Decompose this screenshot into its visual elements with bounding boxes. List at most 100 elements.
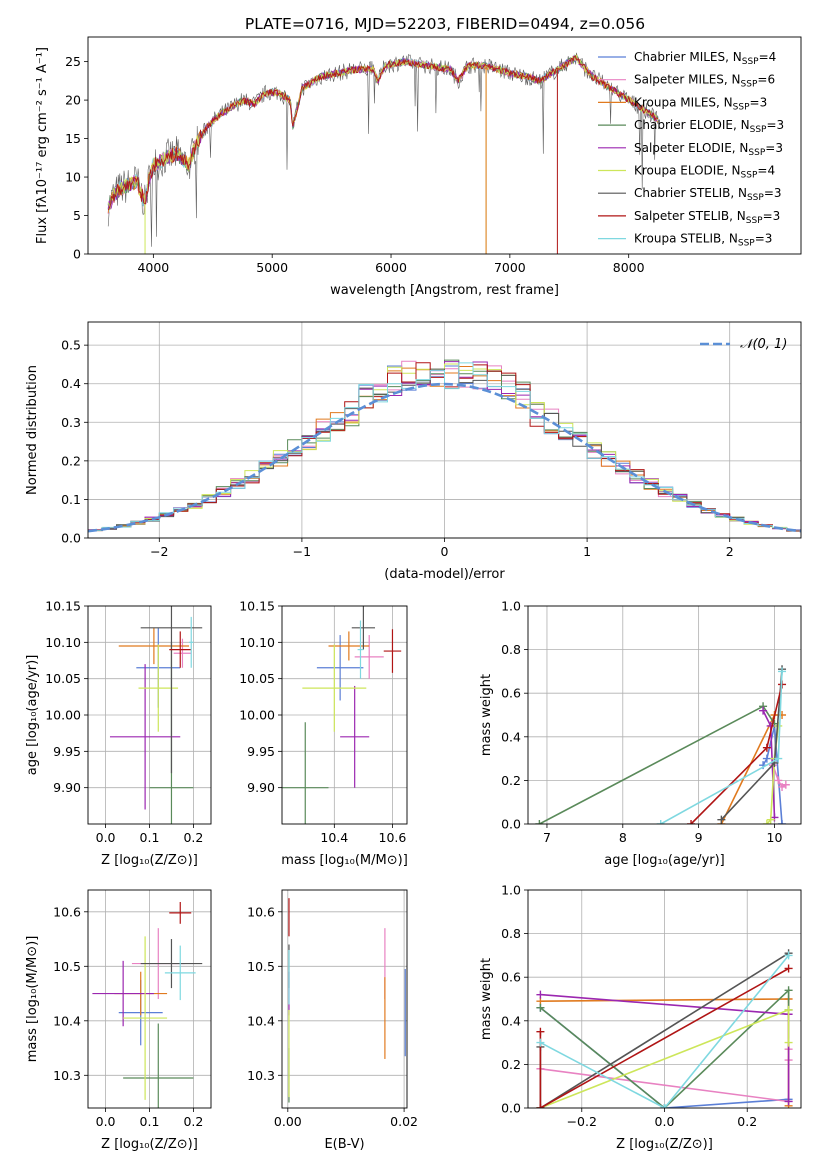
x-tick-label: 0.0 bbox=[96, 1114, 116, 1129]
mass-vs-metallicity-panel: 0.0 0.1 0.2 10.3 10.4 10.5 10.6 Z [log₁₀(Z/Z⊙)]… bbox=[25, 889, 212, 1152]
legend-label-chabrier-stelib: Chabrier STELIB, NSSP=3 bbox=[634, 186, 782, 203]
y-tick-label: 0.2 bbox=[501, 1057, 521, 1072]
age-vs-mass-panel: 10.4 10.6 9.90 9.95 10.00 10.05 10.10 10.15 mass… bbox=[239, 599, 408, 869]
y-tick-label: 10.10 bbox=[239, 635, 275, 650]
x-tick-label: 7 bbox=[543, 830, 551, 845]
legend-label-count: =6 bbox=[757, 73, 775, 87]
weight-marker-kroupa-stelib bbox=[774, 754, 783, 763]
weight-line-chabrier-elodie bbox=[539, 988, 790, 1108]
axes-frame: −0.2 0.0 0.2 0.0 0.2 0.4 0.6 0.8 1.0 Z [log₁₀(Z/Z… bbox=[479, 883, 802, 1152]
legend-label-kroupa-miles: Kroupa MILES, NSSP=3 bbox=[634, 95, 767, 112]
y-tick-label: 10.15 bbox=[45, 599, 81, 614]
y-tick-label: 0 bbox=[73, 247, 81, 262]
y-axis-label: age [log₁₀(age/yr)] bbox=[25, 655, 40, 776]
y-tick-label: 0.2 bbox=[501, 773, 521, 788]
axes-border bbox=[527, 889, 802, 1109]
y-tick-label: 0.4 bbox=[501, 1013, 521, 1028]
legend-label-salpeter-miles: Salpeter MILES, NSSP=6 bbox=[634, 73, 775, 90]
legend-label-sub: SSP bbox=[742, 57, 759, 67]
spectrum-line-kroupa-stelib bbox=[107, 54, 659, 213]
x-axis-label: Z [log₁₀(Z/Z⊙)] bbox=[616, 1137, 713, 1152]
y-tick-label: 0.3 bbox=[61, 415, 81, 430]
weight-marker-kroupa-stelib bbox=[656, 820, 665, 824]
legend-label-count: =3 bbox=[766, 118, 784, 132]
y-tick-label: 0.0 bbox=[61, 531, 81, 546]
age-vs-metallicity-panel: 0.0 0.1 0.2 9.90 9.95 10.00 10.05 10.10 10.15 Z [… bbox=[25, 599, 212, 868]
weight-line-salpeter-miles bbox=[772, 764, 787, 788]
x-tick-label: 10.6 bbox=[379, 830, 407, 845]
y-axis-label: Flux [fλ10⁻¹⁷ erg cm⁻² s⁻¹ A⁻¹] bbox=[35, 47, 50, 244]
y-tick-label: 9.95 bbox=[247, 744, 275, 759]
figure-title: PLATE=0716, MJD=52203, FIBERID=0494, z=0… bbox=[245, 15, 645, 33]
y-tick-label: 10.15 bbox=[239, 599, 275, 614]
axes-border bbox=[527, 605, 802, 825]
y-axis-label: mass [log₁₀(M/M⊙)] bbox=[25, 936, 40, 1063]
y-tick-label: 5 bbox=[73, 208, 81, 223]
legend-label-text: Kroupa STELIB, N bbox=[634, 232, 738, 246]
axes-frame: 0.0 0.1 0.2 10.3 10.4 10.5 10.6 Z [log₁₀(Z/Z⊙)]… bbox=[25, 889, 212, 1152]
legend-label-text: Salpeter STELIB, N bbox=[634, 209, 746, 223]
weight-marker-chabrier-miles bbox=[778, 820, 787, 824]
weight-marker-chabrier-miles bbox=[762, 754, 771, 763]
plot-area bbox=[92, 901, 203, 1108]
weight-marker-salpeter-miles bbox=[774, 776, 783, 785]
axes-border bbox=[87, 36, 802, 255]
plot-area bbox=[109, 606, 203, 824]
x-tick-label: 10.4 bbox=[320, 830, 348, 845]
weight-marker-kroupa-stelib bbox=[784, 951, 793, 960]
spectrum-line-kroupa-miles bbox=[107, 54, 659, 213]
y-tick-label: 25 bbox=[65, 54, 81, 69]
y-tick-label: 0.1 bbox=[61, 492, 81, 507]
weight-vs-metallicity-panel: −0.2 0.0 0.2 0.0 0.2 0.4 0.6 0.8 1.0 Z [log₁₀(Z/Z… bbox=[479, 883, 802, 1152]
weight-line-chabrier-elodie bbox=[539, 705, 776, 824]
x-tick-label: −1 bbox=[293, 544, 311, 559]
x-tick-label: 8 bbox=[619, 830, 627, 845]
y-tick-label: 10.3 bbox=[53, 1068, 81, 1083]
x-axis-label: age [log₁₀(age/yr)] bbox=[604, 853, 725, 868]
axes-border bbox=[281, 889, 408, 1109]
legend-label-count: =3 bbox=[765, 141, 783, 155]
spectrum-line-salpeter-miles bbox=[107, 55, 659, 215]
y-tick-label: 10.00 bbox=[239, 708, 275, 723]
x-axis-label: (data-model)/error bbox=[384, 567, 505, 582]
weight-marker-salpeter-elodie bbox=[784, 1097, 793, 1106]
y-tick-label: 10.6 bbox=[53, 904, 81, 919]
spectrum-panel: 4000 5000 6000 7000 8000 0 5 10 15 20 25 wavelength… bbox=[35, 36, 802, 298]
weight-marker-chabrier-stelib bbox=[717, 815, 726, 824]
legend-label-text: Kroupa MILES, N bbox=[634, 95, 733, 109]
x-tick-label: 9 bbox=[695, 830, 703, 845]
y-tick-label: 0.4 bbox=[61, 376, 81, 391]
axes-frame: 10.4 10.6 9.90 9.95 10.00 10.05 10.10 10.15 mass… bbox=[239, 599, 408, 869]
axes-frame: 4000 5000 6000 7000 8000 0 5 10 15 20 25 wavelength… bbox=[35, 36, 802, 298]
axes-frame: 7 8 9 10 0.0 0.2 0.4 0.6 0.8 1.0 age [log₁₀(age/yr… bbox=[479, 599, 802, 868]
weight-marker-chabrier-elodie bbox=[535, 820, 544, 824]
axes-border bbox=[87, 889, 212, 1109]
y-tick-label: 0.0 bbox=[501, 817, 521, 832]
x-tick-label: 0.2 bbox=[183, 1114, 203, 1129]
x-tick-label: 0.1 bbox=[140, 1114, 160, 1129]
y-tick-label: 10.00 bbox=[45, 708, 81, 723]
y-tick-label: 0.4 bbox=[501, 729, 521, 744]
y-tick-label: 15 bbox=[65, 131, 81, 146]
y-tick-label: 10.05 bbox=[239, 671, 275, 686]
y-tick-label: 9.90 bbox=[247, 780, 275, 795]
legend-label-text: Kroupa ELODIE, N bbox=[634, 164, 741, 178]
x-tick-label: 10 bbox=[767, 830, 783, 845]
legend-label-count: =3 bbox=[763, 209, 781, 223]
y-tick-label: 10.4 bbox=[53, 1013, 81, 1028]
legend-label-sub: SSP bbox=[741, 80, 758, 90]
y-tick-label: 10.5 bbox=[247, 959, 275, 974]
y-tick-label: 10.3 bbox=[247, 1068, 275, 1083]
spectrum-line-chabrier-elodie bbox=[107, 54, 659, 210]
x-tick-label: −2 bbox=[150, 544, 168, 559]
legend-label-salpeter-stelib: Salpeter STELIB, NSSP=3 bbox=[634, 209, 780, 226]
y-tick-label: 0.0 bbox=[501, 1101, 521, 1116]
legend-label-gaussian: 𝒩(0, 1) bbox=[740, 337, 787, 352]
weight-line-kroupa-stelib bbox=[540, 954, 790, 1108]
plot-area bbox=[536, 949, 793, 1108]
legend-label-text: Salpeter ELODIE, N bbox=[634, 141, 748, 155]
x-tick-label: −0.2 bbox=[567, 1114, 597, 1129]
plot-area bbox=[288, 898, 406, 1103]
legend-label-salpeter-elodie: Salpeter ELODIE, NSSP=3 bbox=[634, 141, 783, 158]
